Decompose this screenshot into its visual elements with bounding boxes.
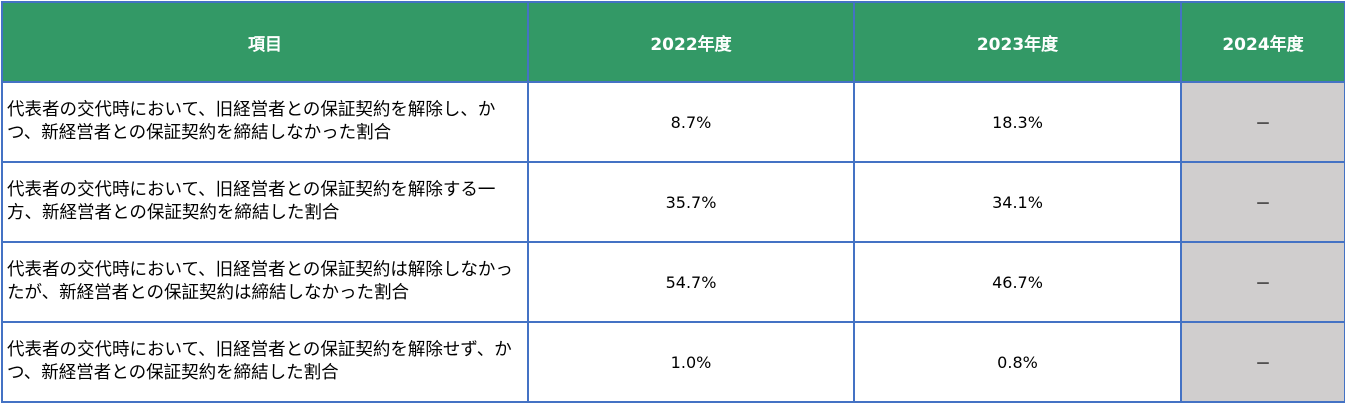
row-item-label: 代表者の交代時において、旧経営者との保証契約を解除せず、かつ、新経営者との保証契… xyxy=(1,321,529,403)
row-value-2024: － xyxy=(1180,161,1345,243)
header-2024: 2024年度 xyxy=(1180,1,1345,83)
header-2023: 2023年度 xyxy=(853,1,1182,83)
row-value-2022: 8.7% xyxy=(527,81,855,163)
row-value-2024: － xyxy=(1180,241,1345,323)
row-value-2023: 0.8% xyxy=(853,321,1182,403)
header-item: 項目 xyxy=(1,1,529,83)
row-value-2022: 1.0% xyxy=(527,321,855,403)
row-value-2023: 18.3% xyxy=(853,81,1182,163)
table-row: 代表者の交代時において、旧経営者との保証契約を解除し、かつ、新経営者との保証契約… xyxy=(1,81,1345,163)
table-row: 代表者の交代時において、旧経営者との保証契約を解除する一方、新経営者との保証契約… xyxy=(1,161,1345,243)
row-value-2024: － xyxy=(1180,81,1345,163)
row-item-label: 代表者の交代時において、旧経営者との保証契約を解除し、かつ、新経営者との保証契約… xyxy=(1,81,529,163)
table-row: 代表者の交代時において、旧経営者との保証契約は解除しなかったが、新経営者との保証… xyxy=(1,241,1345,323)
row-item-label: 代表者の交代時において、旧経営者との保証契約は解除しなかったが、新経営者との保証… xyxy=(1,241,529,323)
guarantee-contract-table: 項目 2022年度 2023年度 2024年度 代表者の交代時において、旧経営者… xyxy=(1,1,1345,403)
table-row: 代表者の交代時において、旧経営者との保証契約を解除せず、かつ、新経営者との保証契… xyxy=(1,321,1345,403)
row-value-2023: 34.1% xyxy=(853,161,1182,243)
header-2022: 2022年度 xyxy=(527,1,855,83)
row-item-label: 代表者の交代時において、旧経営者との保証契約を解除する一方、新経営者との保証契約… xyxy=(1,161,529,243)
row-value-2023: 46.7% xyxy=(853,241,1182,323)
header-row: 項目 2022年度 2023年度 2024年度 xyxy=(1,1,1345,83)
row-value-2024: － xyxy=(1180,321,1345,403)
row-value-2022: 54.7% xyxy=(527,241,855,323)
row-value-2022: 35.7% xyxy=(527,161,855,243)
